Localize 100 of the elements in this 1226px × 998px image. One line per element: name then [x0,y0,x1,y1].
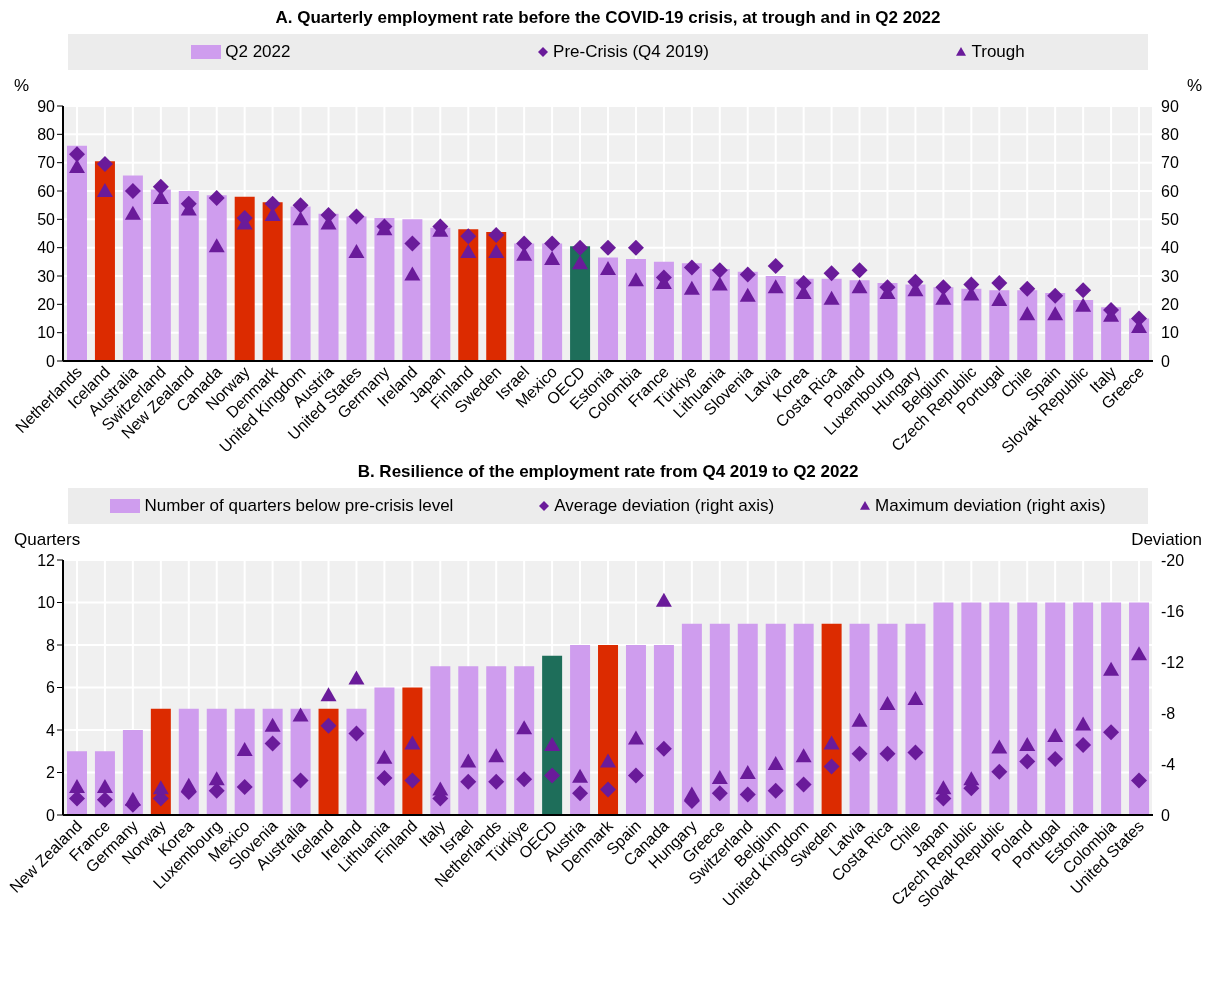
point [739,287,756,302]
point [1019,753,1036,770]
bar [262,202,283,361]
point [851,279,868,294]
point [991,739,1008,754]
point [348,208,365,225]
y-tick-label: 12 [37,551,56,569]
bar [653,645,674,815]
bar [430,227,451,361]
point [264,717,281,732]
point [236,778,253,795]
y-tick-label: 4 [46,721,56,739]
y2-tick-label: -12 [1161,653,1185,671]
y-tick-label: 30 [37,267,56,285]
bar [905,284,926,361]
point [683,259,700,276]
y2-tick-label: 0 [1161,806,1170,824]
point [516,235,533,252]
bar [458,666,479,815]
y-axis-title: Quarters [14,530,81,550]
bar [1129,602,1150,815]
bar [374,687,395,815]
point [711,276,728,291]
bar [765,276,786,361]
bar [402,219,423,361]
bar [486,232,507,361]
point [935,279,952,296]
bar [122,175,143,361]
point [208,238,225,253]
bar [1073,602,1094,815]
y2-tick-label: 50 [1161,211,1179,229]
bar [933,602,954,815]
point [795,748,812,763]
point [600,781,616,798]
point [544,736,561,751]
bar [122,730,143,815]
point [739,266,756,283]
bar [821,623,842,815]
point [544,251,561,265]
point [851,712,868,727]
bar [178,191,199,361]
bar [318,708,339,815]
bar [849,280,870,361]
bar [458,229,479,361]
y-tick-label: 40 [37,239,56,257]
bar [318,213,339,361]
point [292,707,309,722]
point [1019,736,1036,751]
y2-tick-label: 20 [1161,296,1179,314]
bar [961,602,982,815]
point [516,720,533,735]
bar [570,246,591,361]
point [460,243,477,258]
bar [67,145,87,361]
point [1047,750,1064,767]
point [963,771,980,786]
point [180,777,197,792]
point [348,670,365,685]
point [572,239,589,256]
y2-tick-label: -16 [1161,602,1185,620]
point [264,735,281,752]
point [376,749,393,764]
point [1103,661,1120,676]
bar [234,196,255,361]
bar [178,708,199,815]
point [68,146,85,163]
point [683,280,700,295]
point [627,767,644,784]
y-tick-label: 50 [37,211,56,229]
legend-label: Maximum deviation (right axis) [875,496,1106,516]
point [823,758,840,775]
point [488,243,505,258]
bar [681,623,702,815]
point [460,228,477,245]
point [124,183,141,199]
point [1019,306,1036,321]
bar [625,645,646,815]
bar [625,259,646,361]
point [935,780,952,795]
y2-tick-label: -8 [1161,704,1176,722]
point [376,770,393,787]
point [1075,297,1092,312]
point [488,226,505,243]
point [488,773,505,790]
legend-label: Pre-Crisis (Q4 2019) [553,42,709,62]
bar [290,206,311,361]
point [767,279,784,294]
point [152,780,169,795]
bar [765,623,786,815]
bar [150,189,171,361]
point [627,239,644,256]
point [404,235,421,252]
point [572,785,589,802]
y-tick-label: 8 [46,636,56,654]
legend-label: Number of quarters below pre-crisis level [144,496,454,516]
point [572,768,589,783]
point [991,275,1008,292]
y-tick-label: 60 [37,182,56,200]
y2-tick-label: 0 [1161,352,1170,370]
bar [542,243,563,361]
